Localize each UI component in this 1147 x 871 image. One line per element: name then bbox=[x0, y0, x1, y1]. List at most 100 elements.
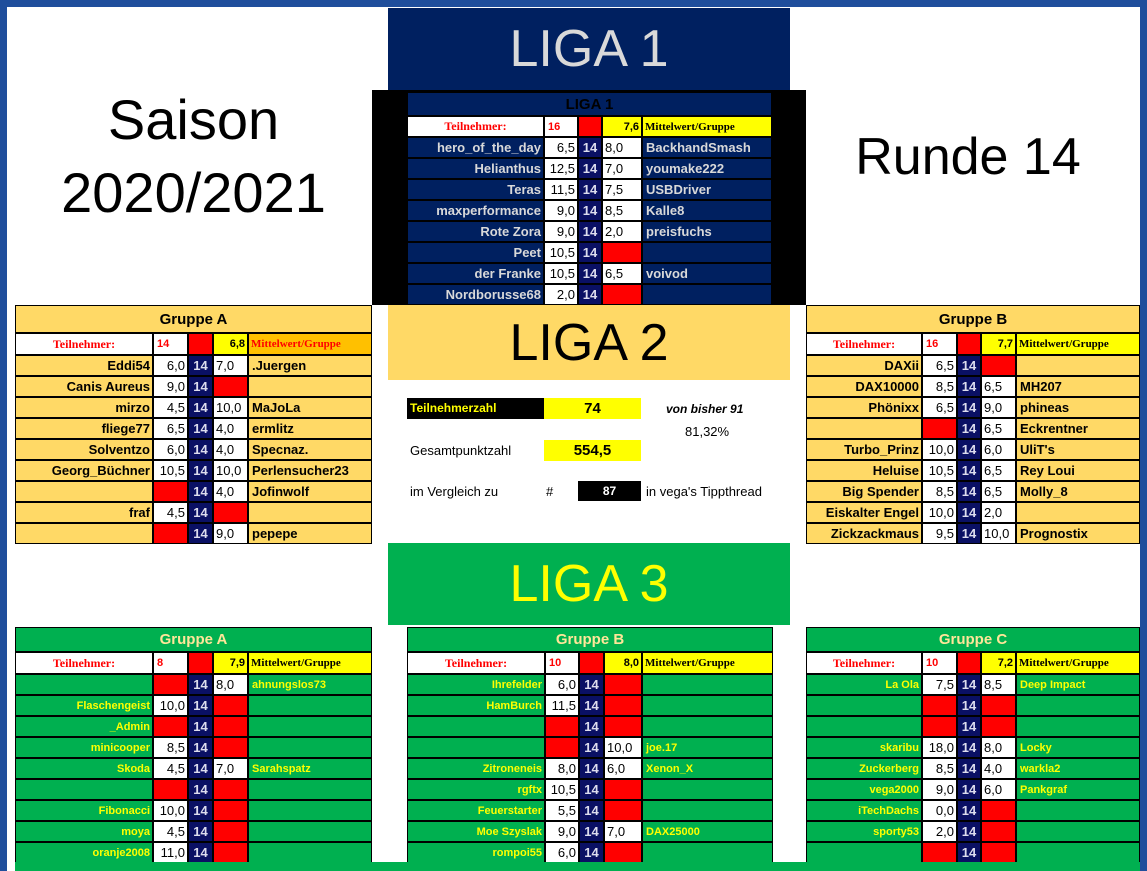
matchday-number-text: 14 bbox=[584, 698, 599, 713]
gesamt-value: 554,5 bbox=[544, 440, 641, 461]
opponent-name: pepepe bbox=[248, 523, 372, 544]
matchday-number-text: 14 bbox=[193, 803, 208, 818]
missing-score bbox=[981, 695, 1016, 716]
player-score-text: 4,5 bbox=[166, 761, 185, 776]
player-score-text: 10,5 bbox=[550, 782, 576, 797]
player-name-text: Flaschengeist bbox=[76, 699, 150, 712]
opponent-name bbox=[642, 674, 773, 695]
matchday-number: 14 bbox=[578, 263, 602, 284]
player-name-text: sporty53 bbox=[873, 825, 919, 838]
teilnehmer-count: 8 bbox=[153, 652, 188, 674]
group-title: Gruppe B bbox=[407, 627, 773, 652]
missing-score bbox=[213, 716, 248, 737]
player-name bbox=[15, 481, 153, 502]
matchday-number-text: 14 bbox=[193, 505, 208, 520]
matchday-number: 14 bbox=[957, 481, 981, 502]
opponent-score: 6,5 bbox=[981, 460, 1016, 481]
group-average-text: 7,2 bbox=[997, 657, 1013, 669]
player-score: 8,5 bbox=[153, 737, 188, 758]
liga1-header: LIGA 1 bbox=[388, 8, 790, 90]
player-name: Georg_Büchner bbox=[15, 460, 153, 481]
opponent-name-text: Locky bbox=[1020, 741, 1052, 754]
opponent-score: 4,0 bbox=[213, 439, 248, 460]
player-score: 9,0 bbox=[922, 779, 957, 800]
player-score: 6,0 bbox=[153, 439, 188, 460]
player-score-text: 6,5 bbox=[556, 140, 575, 155]
player-name-text: Canis Aureus bbox=[66, 379, 150, 394]
missing-score bbox=[153, 523, 188, 544]
opponent-name: Perlensucher23 bbox=[248, 460, 372, 481]
player-score-text: 11,0 bbox=[160, 845, 185, 860]
teilnehmer-count-text: 10 bbox=[549, 657, 562, 669]
player-score-text: 5,5 bbox=[557, 803, 576, 818]
missing-score bbox=[545, 716, 579, 737]
player-score: 9,0 bbox=[544, 221, 578, 242]
player-score: 7,5 bbox=[922, 674, 957, 695]
matchday-number-text: 14 bbox=[584, 824, 599, 839]
opponent-score: 6,5 bbox=[981, 376, 1016, 397]
player-name-text: DAXii bbox=[884, 358, 919, 373]
season-value: 2020/2021 bbox=[61, 160, 326, 224]
player-score: 10,5 bbox=[544, 263, 578, 284]
group-average: 7,6 bbox=[602, 116, 642, 137]
player-score-text: 7,5 bbox=[935, 677, 954, 692]
player-name-text: Peet bbox=[513, 245, 541, 260]
opponent-name: Sarahspatz bbox=[248, 758, 372, 779]
group-title-text: Gruppe A bbox=[159, 310, 228, 328]
player-name: Peet bbox=[407, 242, 544, 263]
player-name: rgftx bbox=[407, 779, 545, 800]
player-score-text: 9,0 bbox=[166, 379, 185, 394]
matchday-number: 14 bbox=[957, 523, 981, 544]
teilnehmer-label-text: Teilnehmer: bbox=[52, 336, 116, 351]
matchday-number-text: 14 bbox=[582, 245, 598, 260]
opponent-score-text: 7,0 bbox=[607, 824, 626, 839]
player-score: 6,5 bbox=[922, 355, 957, 376]
header-red-cell bbox=[957, 652, 981, 674]
player-score: 8,0 bbox=[545, 758, 579, 779]
player-name: Rote Zora bbox=[407, 221, 544, 242]
average-label-text: Mittelwert/Gruppe bbox=[645, 657, 735, 669]
player-name: fraf bbox=[15, 502, 153, 523]
average-label-text: Mittelwert/Gruppe bbox=[645, 120, 735, 133]
player-name bbox=[806, 695, 922, 716]
matchday-number: 14 bbox=[188, 418, 213, 439]
matchday-number-text: 14 bbox=[193, 698, 208, 713]
teilnehmer-label-text: Teilnehmer: bbox=[52, 655, 116, 670]
player-name-text: Big Spender bbox=[842, 484, 919, 499]
matchday-number: 14 bbox=[578, 221, 602, 242]
matchday-number-text: 14 bbox=[961, 358, 977, 373]
teilnehmer-count: 16 bbox=[544, 116, 578, 137]
player-score: 11,0 bbox=[153, 842, 188, 863]
opponent-name-text: Prognostix bbox=[1020, 526, 1088, 541]
player-name-text: Nordborusse68 bbox=[445, 287, 541, 302]
opponent-name: joe.17 bbox=[642, 737, 773, 758]
liga3-title: LIGA 3 bbox=[509, 555, 669, 613]
opponent-score-text: 10,0 bbox=[216, 400, 242, 415]
player-name bbox=[15, 674, 153, 695]
player-score-text: 10,5 bbox=[928, 463, 954, 478]
opponent-name: Pankgraf bbox=[1016, 779, 1140, 800]
opponent-score: 9,0 bbox=[213, 523, 248, 544]
matchday-number: 14 bbox=[188, 716, 213, 737]
opponent-name bbox=[1016, 502, 1140, 523]
opponent-score-text: 6,0 bbox=[984, 782, 1003, 797]
group-average: 8,0 bbox=[604, 652, 642, 674]
header-red-cell bbox=[578, 116, 602, 137]
missing-score bbox=[602, 284, 642, 305]
von-bisher: von bisher 91 bbox=[666, 402, 744, 416]
player-score: 11,5 bbox=[545, 695, 579, 716]
opponent-score-text: 7,0 bbox=[216, 358, 235, 373]
opponent-name bbox=[1016, 842, 1140, 863]
header-red-cell bbox=[188, 333, 213, 355]
missing-score bbox=[213, 779, 248, 800]
opponent-score-text: 8,0 bbox=[605, 140, 624, 155]
missing-score bbox=[981, 355, 1016, 376]
liga2-header: LIGA 2 bbox=[388, 305, 790, 380]
opponent-score: 6,5 bbox=[602, 263, 642, 284]
matchday-number: 14 bbox=[957, 779, 981, 800]
opponent-name-text: Rey Loui bbox=[1020, 463, 1075, 478]
matchday-number: 14 bbox=[957, 821, 981, 842]
player-name: Phönixx bbox=[806, 397, 922, 418]
opponent-name bbox=[642, 716, 773, 737]
teilnehmer-label-text: Teilnehmer: bbox=[444, 655, 508, 670]
